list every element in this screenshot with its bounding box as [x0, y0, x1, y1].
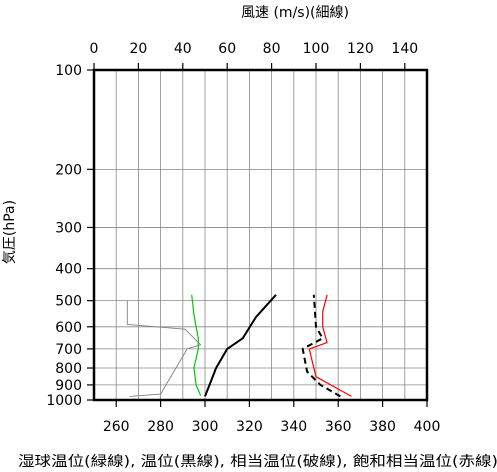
- series-potential-temperature: [204, 294, 277, 397]
- tick-marks: [87, 63, 428, 407]
- y-tick-label: 1000: [46, 393, 82, 409]
- series-equivalent-potential-temperature: [301, 294, 341, 398]
- series-wet-bulb-potential-temperature: [191, 294, 202, 396]
- bottom-tick-label: 320: [236, 419, 263, 435]
- top-tick-label: 140: [391, 41, 418, 57]
- top-tick-label: 20: [129, 41, 147, 57]
- y-tick-label: 300: [55, 220, 82, 236]
- y-tick-label: 200: [55, 162, 82, 178]
- y-tick-label: 900: [55, 378, 82, 394]
- top-tick-label: 120: [347, 41, 374, 57]
- bottom-tick-labels: 260 280 300 320 340 360 380 400: [103, 419, 441, 435]
- top-tick-label: 40: [174, 41, 192, 57]
- bottom-axis-title: 湿球温位(緑線), 温位(黒線), 相当温位(破線), 飽和相当温位(赤線): [18, 453, 497, 470]
- y-tick-label: 500: [55, 294, 82, 310]
- grid-lines: [93, 69, 428, 401]
- y-tick-label: 400: [55, 262, 82, 278]
- y-axis-title: 気圧(hPa): [2, 200, 18, 264]
- plot-frame: [92, 68, 429, 402]
- bottom-tick-label: 260: [103, 419, 130, 435]
- series-lines: [126, 294, 352, 398]
- bottom-tick-label: 340: [280, 419, 307, 435]
- y-tick-label: 800: [55, 361, 82, 377]
- bottom-tick-label: 280: [147, 419, 174, 435]
- bottom-tick-label: 400: [414, 419, 441, 435]
- bottom-tick-label: 360: [325, 419, 352, 435]
- series-wind-speed: [126, 300, 202, 397]
- top-tick-labels: 0 20 40 60 80 100 120 140: [90, 41, 419, 57]
- y-tick-label: 100: [55, 63, 82, 79]
- top-axis-title: 風速 (m/s)(細線): [241, 5, 349, 21]
- top-tick-label: 60: [218, 41, 236, 57]
- top-tick-label: 0: [90, 41, 99, 57]
- bottom-tick-label: 300: [192, 419, 219, 435]
- top-tick-label: 100: [303, 41, 330, 57]
- bottom-tick-label: 380: [369, 419, 396, 435]
- y-tick-label: 600: [55, 320, 82, 336]
- series-saturated-equivalent-potential-temperature: [308, 294, 352, 397]
- top-tick-label: 80: [263, 41, 281, 57]
- y-tick-label: 700: [55, 342, 82, 358]
